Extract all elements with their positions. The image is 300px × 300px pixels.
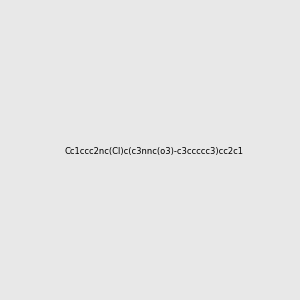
Text: Cc1ccc2nc(Cl)c(c3nnc(o3)-c3ccccc3)cc2c1: Cc1ccc2nc(Cl)c(c3nnc(o3)-c3ccccc3)cc2c1 (64, 147, 243, 156)
